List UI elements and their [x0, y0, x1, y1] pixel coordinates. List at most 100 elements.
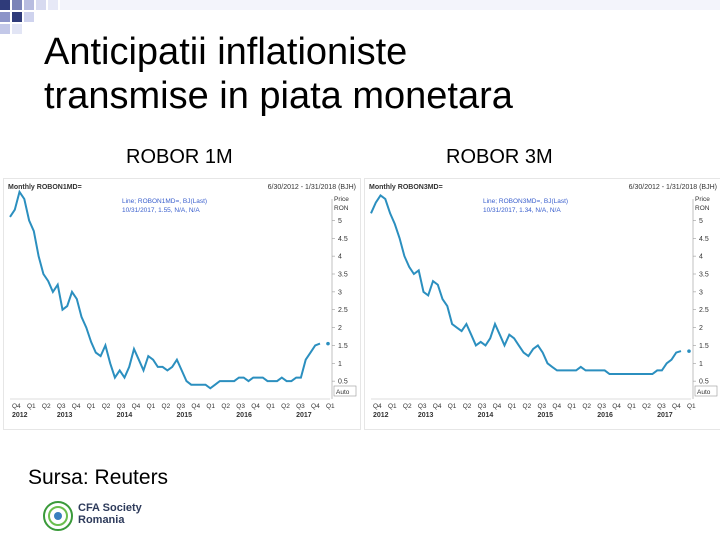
- x-tick-label: Q1: [87, 403, 96, 410]
- chart-header-right: 6/30/2012 - 1/31/2018 (BJH): [268, 184, 356, 191]
- x-tick-label: Q3: [657, 403, 666, 410]
- y-tick-label: 2: [338, 325, 342, 332]
- y-tick-label: 4: [699, 254, 703, 261]
- legend-line1: Line; ROBON3MD=, BJ(Last): [483, 198, 568, 205]
- auto-scale-button: [694, 385, 718, 397]
- x-year-label: 2014: [478, 412, 494, 419]
- y-tick-label: 2: [699, 325, 703, 332]
- x-tick-label: Q2: [403, 403, 412, 410]
- y-tick-label: 1.5: [699, 343, 709, 350]
- cfa-society-logo: CFA Society Romania: [42, 500, 162, 532]
- x-tick-label: Q1: [388, 403, 397, 410]
- x-year-label: 2012: [12, 412, 28, 419]
- x-tick-label: Q4: [433, 403, 442, 410]
- caption-robor-3m: ROBOR 3M: [446, 146, 553, 168]
- robor-1m-chart: Monthly ROBON1MD= 6/30/2012 - 1/31/2018 (…: [8, 184, 357, 419]
- x-tick-label: Q2: [582, 403, 591, 410]
- auto-scale-label: Auto: [697, 389, 711, 396]
- legend-line1: Line; ROBON1MD=, BJ(Last): [122, 198, 207, 205]
- caption-robor-1m: ROBOR 1M: [126, 146, 233, 168]
- y-tick-label: 5: [338, 218, 342, 225]
- x-tick-label: Q1: [206, 403, 215, 410]
- x-year-label: 2014: [117, 412, 133, 419]
- x-year-label: 2013: [57, 412, 73, 419]
- x-tick-label: Q1: [567, 403, 576, 410]
- y-tick-label: 4.5: [699, 236, 709, 243]
- x-tick-label: Q3: [478, 403, 487, 410]
- x-tick-label: Q2: [162, 403, 171, 410]
- x-tick-label: Q4: [12, 403, 21, 410]
- x-tick-label: Q3: [296, 403, 305, 410]
- y-tick-label: 4: [338, 254, 342, 261]
- x-tick-label: Q4: [493, 403, 502, 410]
- x-tick-label: Q4: [251, 403, 260, 410]
- x-tick-label: Q1: [27, 403, 36, 410]
- y-tick-label: 3.5: [338, 272, 348, 279]
- y-tick-label: 1: [338, 361, 342, 368]
- x-tick-label: Q1: [508, 403, 517, 410]
- x-tick-label: Q1: [448, 403, 457, 410]
- corner-squares-decoration: [0, 0, 720, 34]
- chart-header-right: 6/30/2012 - 1/31/2018 (BJH): [629, 184, 717, 191]
- slide-title-line1: Anticipatii inflationiste: [44, 31, 408, 73]
- robor-3m-chart: Monthly ROBON3MD= 6/30/2012 - 1/31/2018 (…: [369, 184, 718, 419]
- x-tick-label: Q4: [311, 403, 320, 410]
- x-tick-label: Q4: [672, 403, 681, 410]
- x-tick-label: Q2: [42, 403, 51, 410]
- x-tick-label: Q4: [612, 403, 621, 410]
- x-tick-label: Q3: [418, 403, 427, 410]
- source-note: Sursa: Reuters: [28, 466, 169, 489]
- x-year-label: 2015: [537, 412, 553, 419]
- x-tick-label: Q4: [72, 403, 81, 410]
- logo-line1: CFA Society: [78, 502, 142, 514]
- chart-header-left: Monthly ROBON3MD=: [369, 184, 443, 191]
- last-value-marker: [687, 349, 691, 353]
- unit-label-line2: RON: [334, 205, 349, 212]
- series-line: [9, 189, 321, 390]
- globe-icon: [43, 501, 73, 531]
- last-value-marker: [326, 341, 330, 346]
- x-year-label: 2017: [657, 412, 673, 419]
- x-year-label: 2017: [296, 412, 312, 419]
- logo-text: CFA Society Romania: [78, 502, 142, 526]
- x-tick-label: Q4: [373, 403, 382, 410]
- x-tick-label: Q2: [642, 403, 651, 410]
- x-tick-label: Q4: [132, 403, 141, 410]
- unit-label-line1: Price: [695, 196, 710, 203]
- y-tick-label: 3: [699, 289, 703, 296]
- x-tick-label: Q1: [266, 403, 275, 410]
- x-year-label: 2013: [418, 412, 434, 419]
- x-tick-label: Q1: [147, 403, 156, 410]
- x-tick-label: Q3: [236, 403, 245, 410]
- y-tick-label: 5: [699, 218, 703, 225]
- x-tick-label: Q1: [687, 403, 696, 410]
- legend-line2: 10/31/2017, 1.55, N/A, N/A: [122, 207, 200, 214]
- x-tick-label: Q3: [176, 403, 185, 410]
- chart-panel-robor-3m: Monthly ROBON3MD= 6/30/2012 - 1/31/2018 (…: [364, 178, 720, 430]
- x-year-label: 2016: [597, 412, 613, 419]
- x-year-label: 2015: [176, 412, 192, 419]
- logo-line2: Romania: [78, 514, 125, 526]
- x-tick-label: Q3: [117, 403, 126, 410]
- y-tick-label: 2.5: [338, 307, 348, 314]
- y-tick-label: 0.5: [338, 379, 348, 386]
- x-tick-label: Q2: [463, 403, 472, 410]
- auto-scale-label: Auto: [336, 389, 350, 396]
- x-year-label: 2016: [236, 412, 252, 419]
- x-tick-label: Q3: [57, 403, 66, 410]
- y-tick-label: 1: [699, 361, 703, 368]
- x-tick-label: Q1: [627, 403, 636, 410]
- x-tick-label: Q4: [552, 403, 561, 410]
- y-tick-label: 3.5: [699, 272, 709, 279]
- x-tick-label: Q2: [102, 403, 111, 410]
- x-tick-label: Q2: [523, 403, 532, 410]
- slide-title: Anticipatii inflationiste transmise in p…: [44, 30, 513, 118]
- y-tick-label: 3: [338, 289, 342, 296]
- x-tick-label: Q2: [281, 403, 290, 410]
- chart-header-left: Monthly ROBON1MD=: [8, 184, 82, 191]
- y-tick-label: 4.5: [338, 236, 348, 243]
- x-tick-label: Q3: [597, 403, 606, 410]
- y-tick-label: 0.5: [699, 379, 709, 386]
- x-year-label: 2012: [373, 412, 389, 419]
- series-line: [370, 193, 682, 375]
